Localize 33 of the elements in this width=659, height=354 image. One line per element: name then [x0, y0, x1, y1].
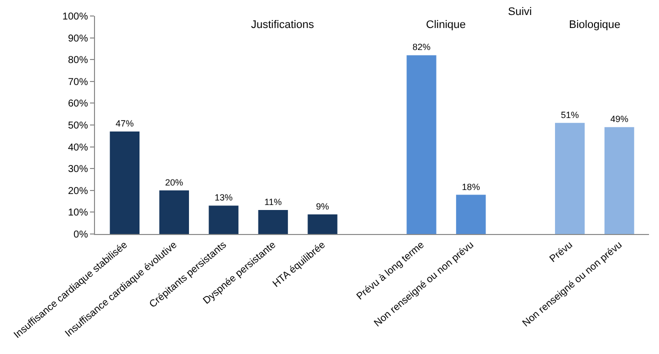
y-tick-label: 30%	[68, 164, 88, 176]
annotation: Biologique	[569, 19, 620, 31]
bar	[456, 194, 486, 234]
data-label: 82%	[412, 42, 430, 52]
bar	[308, 214, 338, 234]
annotation: Clinique	[426, 19, 466, 31]
data-label: 9%	[316, 201, 330, 212]
y-tick-label: 80%	[68, 55, 88, 66]
y-tick-label: 60%	[68, 98, 88, 110]
bar	[604, 127, 634, 234]
data-label: 47%	[116, 118, 134, 129]
data-label: 51%	[560, 110, 579, 120]
y-tick-label: 50%	[68, 120, 88, 132]
data-label: 13%	[214, 192, 233, 203]
y-tick-label: 0%	[74, 230, 88, 240]
annotation: Suivi	[508, 6, 532, 18]
annotation: Justifications	[251, 19, 314, 31]
data-label: 18%	[462, 182, 480, 192]
y-tick-label: 100%	[62, 12, 88, 22]
y-tick-label: 70%	[68, 76, 88, 88]
data-label: 11%	[264, 197, 282, 208]
bar	[555, 122, 585, 234]
y-tick-label: 20%	[68, 186, 88, 197]
data-label: 20%	[165, 177, 184, 188]
bar	[110, 132, 140, 234]
bar	[159, 190, 189, 234]
bar	[406, 55, 436, 234]
y-tick-label: 90%	[68, 33, 88, 44]
bar	[208, 206, 238, 234]
data-label: 49%	[610, 114, 628, 124]
y-tick-label: 10%	[68, 208, 88, 219]
bar	[258, 210, 288, 234]
y-tick-label: 40%	[68, 142, 88, 154]
